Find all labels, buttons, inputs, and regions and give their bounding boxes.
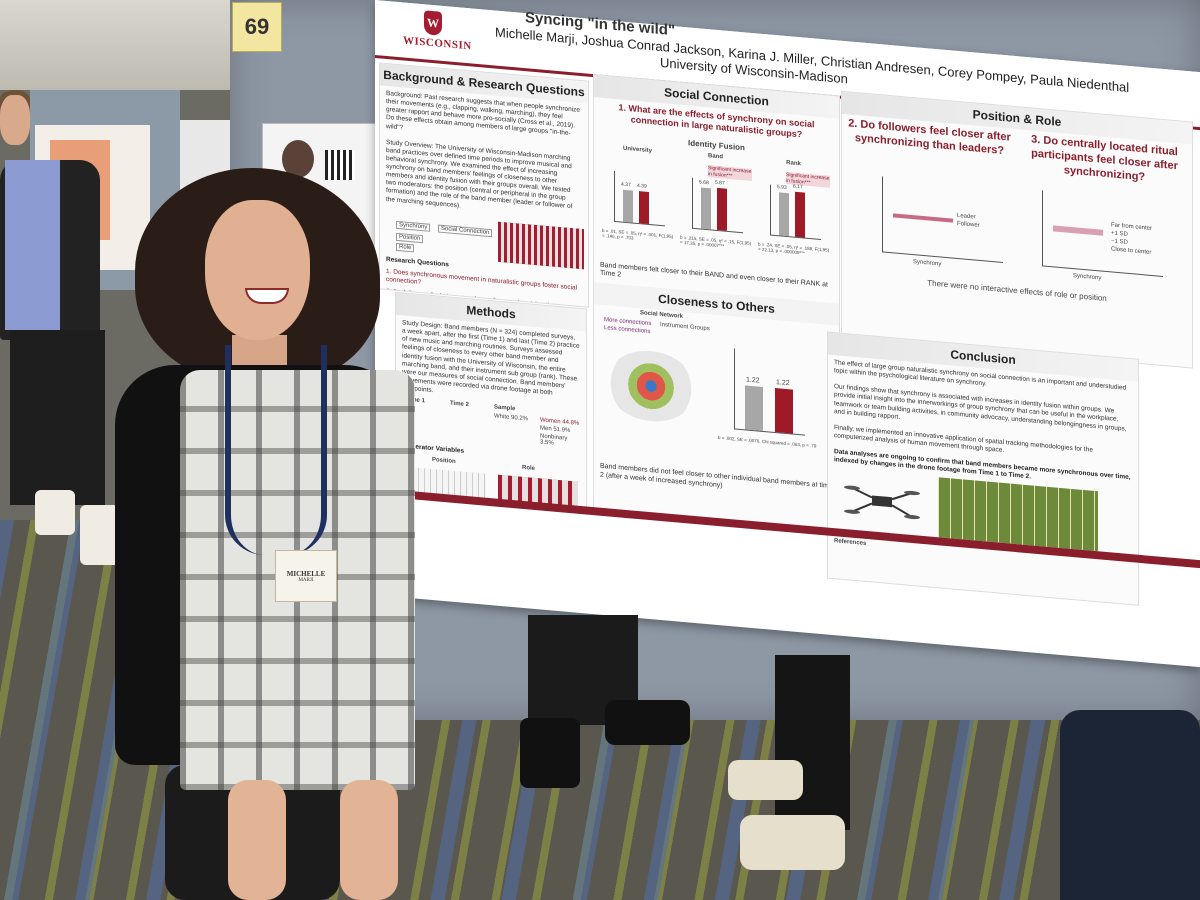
attendee-shoe [35,490,75,535]
fusion-chart: Band Significant increase in fusion*** 5.6… [678,150,753,267]
role-chart: Leader Follower Synchrony [882,176,1003,268]
fusion-stats: b = .24, SE = .05, η² = .188, F(1,95) = … [758,241,830,256]
attendee-shoe [80,505,120,565]
fusion-chart: University 4.37 4.39 b = .01, SE = .05, η² … [600,143,675,260]
sample-heading: Sample [494,404,516,413]
closeness-chart: 1.22 1.22 b = .002, SE = .0076, Chi square… [718,347,828,457]
attendee-shirt [5,160,60,330]
sample-item: White 90.2% [494,413,529,423]
badge-first-name: MICHELLE [286,570,326,578]
background-person-shoe [605,700,690,745]
attendee-head [0,95,30,145]
gender-item: Nonbinary 3.5% [540,433,568,447]
role-line [893,213,953,223]
fusion-plot-area: 5.68 5.87 [692,177,743,233]
closeness-bar-value: 1.22 [776,379,790,388]
background-person-jeans [1060,710,1200,900]
background-person-shoe [740,815,845,870]
fusion-stats: b = .01, SE = .05, η² = .001, F(1,95) = … [602,227,674,241]
presenter-face [205,200,310,340]
fusion-chart: Rank Significant increase in fusion*** 5.9… [756,157,831,274]
fusion-plot-area: 5.93 6.17 [770,184,821,240]
legend-follower: Follower [957,221,980,230]
social-connection-panel: Social Connection 1. What are the effect… [593,74,840,533]
closeness-stats: b = .002, SE = .0076, Chi squared = .063… [718,435,817,449]
identity-fusion-charts: University 4.37 4.39 b = .01, SE = .05, η² … [600,143,833,273]
social-network-graph [606,347,696,426]
fusion-bar-value: 4.39 [637,183,647,190]
fusion-bar-value: 4.37 [621,181,631,189]
gender-item: Men 51.9% [540,425,571,435]
fusion-stats: b = .215, SE = .05, η² = .15, F(1,95) = … [680,234,752,249]
fusion-bar-time1: 5.93 [777,184,789,236]
background-person-shoe [728,760,803,800]
w-crest-icon: W [424,10,442,36]
fusion-chart-title: Band [708,152,723,160]
ceiling [0,0,240,90]
fusion-chart-title: University [622,145,652,154]
fusion-bar-value: 6.17 [793,184,803,191]
fusion-bar-time2: 5.87 [715,179,727,231]
presenter-leg [228,780,286,900]
legend-leader: Leader [957,213,976,221]
conclusion-figures [828,468,1138,565]
fusion-plot-area: 4.37 4.39 [614,170,665,226]
closeness-bar-time1: 1.22 [745,376,763,431]
fusion-bar-value: 5.68 [699,179,709,187]
x-axis-label: Synchrony [913,259,942,268]
background-person-legs [775,655,850,830]
logo-wordmark: WISCONSIN [403,34,472,53]
fusion-bar-time1: 4.37 [621,182,633,223]
legend-close: Close to center [1111,246,1152,257]
position-chart: Far from center +1 SD −1 SD Close to cen… [1042,190,1163,282]
badge-name: MICHELLE MARJI [280,570,332,583]
time2-label: Time 2 [450,400,469,409]
position-band [1053,225,1103,236]
fusion-bar-time1: 5.68 [699,179,711,229]
qr-code-icon [325,150,355,180]
x-axis-label: Synchrony [1073,273,1102,282]
legend-plus: +1 SD [1111,230,1128,239]
research-poster: W WISCONSIN Syncing "in the wild" Michel… [375,0,1200,668]
conclusion-panel: Conclusion The effect of large group nat… [827,331,1139,606]
attendee-trousers [10,330,105,505]
diagram-label: Position [396,232,424,243]
booth-number: 69 [232,2,282,52]
fusion-bar-time2: 6.17 [793,184,805,238]
background-panel: Background & Research Questions Backgrou… [379,62,589,308]
network-legend-item: Instrument Groups [660,321,710,333]
fusion-bar-time2: 4.39 [637,183,649,224]
drone-icon [842,479,922,526]
significance-annotation: Significant increase in fusion*** [708,164,752,181]
role-heading: Role [522,465,536,473]
university-logo: W WISCONSIN [389,7,472,54]
position-role-panel: Position & Role 2. Do followers feel clo… [841,90,1193,369]
fusion-chart-title: Rank [786,159,801,167]
closeness-section: Social Network More connections Less con… [600,307,833,477]
diagram-label: Social Connection [438,224,493,237]
name-badge [275,550,337,602]
diagram-label: Synchrony [396,220,431,232]
legend-minus: −1 SD [1111,238,1128,247]
fusion-bar-value: 5.87 [715,179,725,187]
closeness-bar-value: 1.22 [746,376,760,385]
band-photo [498,221,584,269]
methods-panel: Methods Study Design: Band members (N = … [395,291,587,511]
fusion-bar-value: 5.93 [777,184,787,192]
closeness-bar-time2: 1.22 [775,379,793,434]
position-heading: Position [432,457,456,466]
closeness-plot-area: 1.22 1.22 [734,348,805,436]
badge-last-name: MARJI [298,578,314,583]
diagram-label: Role [396,242,415,253]
lanyard [225,345,327,555]
presenter-leg [340,780,398,900]
background-person-shoe [520,718,580,788]
network-title: Social Network [640,310,684,320]
